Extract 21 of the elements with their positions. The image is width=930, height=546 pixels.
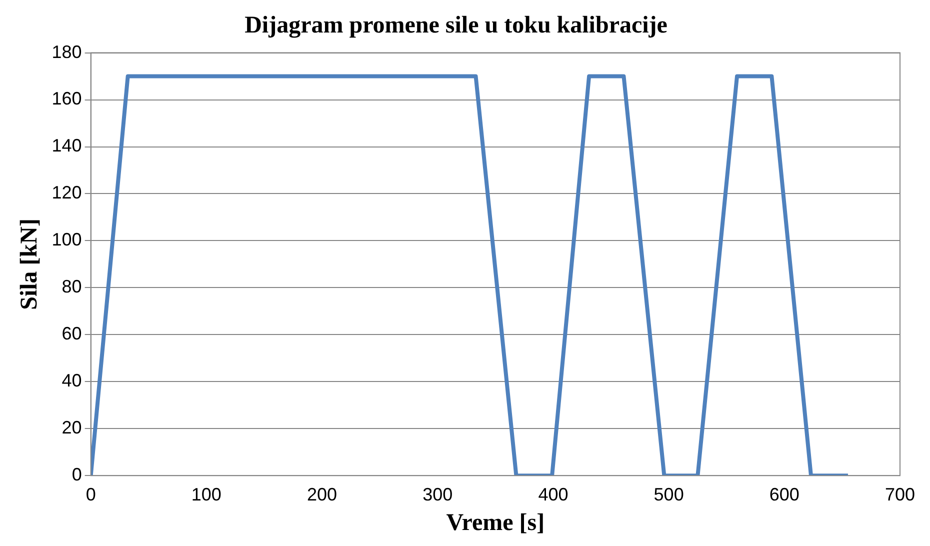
x-tick-label: 400 — [538, 484, 568, 504]
x-tick-label: 500 — [654, 484, 684, 504]
y-tick-label: 20 — [62, 418, 82, 438]
chart-title: Dijagram promene sile u toku kalibracije — [244, 12, 668, 39]
y-tick-label: 80 — [62, 276, 82, 297]
x-tick-label: 200 — [307, 484, 338, 504]
x-tick-label: 300 — [422, 484, 453, 504]
x-tick-label: 100 — [191, 484, 222, 504]
y-tick-label: 120 — [52, 182, 82, 203]
x-axis-title: Vreme [s] — [446, 510, 545, 536]
y-tick-label: 60 — [62, 324, 82, 344]
y-axis-title: Sila [kN] — [16, 218, 43, 310]
y-tick-label: 40 — [62, 370, 82, 391]
y-tick-label: 0 — [72, 464, 82, 485]
y-tick-label: 160 — [52, 88, 82, 109]
y-tick-label: 180 — [52, 42, 82, 62]
y-tick-label: 100 — [52, 230, 82, 250]
x-tick-label: 600 — [769, 484, 800, 504]
y-tick-label: 140 — [52, 136, 82, 156]
x-tick-label: 0 — [86, 484, 96, 504]
x-tick-label: 700 — [884, 484, 916, 504]
